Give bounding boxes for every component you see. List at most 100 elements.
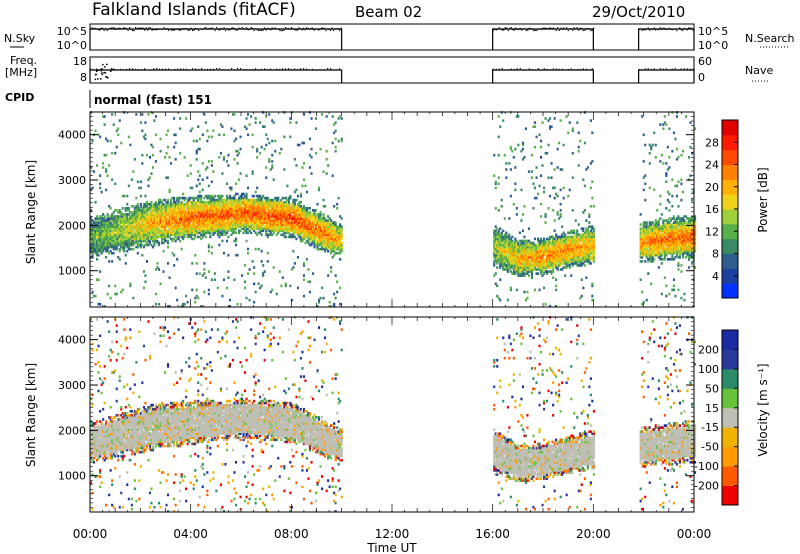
echo-cell <box>121 219 124 222</box>
echo-cell <box>117 256 120 259</box>
echo-cell <box>179 127 182 130</box>
echo-cell <box>556 264 559 267</box>
echo-cell <box>179 215 182 218</box>
echo-cell <box>549 253 552 257</box>
echo-cell <box>201 217 204 220</box>
echo-cell <box>565 249 568 253</box>
echo-cell <box>182 225 185 228</box>
echo-cell <box>526 253 529 257</box>
echo-cell <box>147 215 150 218</box>
echo-cell <box>540 237 543 241</box>
echo-cell <box>145 223 148 226</box>
echo-cell <box>530 251 533 255</box>
echo-cell <box>93 235 96 239</box>
echo-cell <box>191 221 194 224</box>
echo-cell <box>161 217 164 220</box>
echo-cell <box>561 251 564 255</box>
echo-cell <box>109 231 112 235</box>
echo-cell <box>200 221 203 224</box>
echo-cell <box>546 262 549 265</box>
echo-cell <box>283 221 286 224</box>
echo-cell <box>222 217 225 220</box>
echo-cell <box>130 243 133 247</box>
echo-cell <box>579 247 582 251</box>
echo-cell <box>91 231 94 235</box>
echo-cell <box>228 207 231 210</box>
echo-cell <box>121 237 124 241</box>
echo-cell <box>109 243 112 247</box>
echo-cell <box>158 243 161 247</box>
echo-cell <box>213 202 216 206</box>
echo-cell <box>111 219 114 222</box>
echo-cell <box>256 198 259 202</box>
echo-cell <box>150 237 153 241</box>
echo-cell <box>231 196 234 200</box>
echo-cell <box>167 231 170 235</box>
echo-cell <box>151 239 154 243</box>
echo-cell <box>573 258 576 261</box>
echo-cell <box>109 241 112 245</box>
echo-cell <box>164 225 167 228</box>
noise-dot <box>165 28 167 30</box>
echo-cell <box>225 202 228 206</box>
echo-cell <box>102 239 105 243</box>
echo-cell <box>538 249 541 253</box>
echo-cell <box>527 243 530 247</box>
echo-cell <box>533 247 536 251</box>
echo-cell <box>256 223 259 226</box>
echo-cell <box>124 229 127 233</box>
echo-cell <box>509 264 512 267</box>
echo-cell <box>530 274 533 277</box>
echo-cell <box>305 217 308 220</box>
echo-cell <box>231 231 234 235</box>
echo-cell <box>235 217 238 220</box>
echo-cell <box>195 211 198 214</box>
echo-cell <box>209 215 212 218</box>
echo-cell <box>272 219 275 222</box>
echo-cell <box>174 233 177 237</box>
echo-cell <box>115 243 118 247</box>
echo-cell <box>292 198 295 202</box>
noise-dot <box>540 28 542 30</box>
echo-cell <box>165 231 168 235</box>
echo-cell <box>103 219 106 222</box>
echo-cell <box>537 256 540 259</box>
echo-cell <box>100 227 103 230</box>
echo-cell <box>253 200 256 204</box>
echo-cell <box>299 192 302 196</box>
echo-cell <box>109 207 112 210</box>
echo-cell <box>521 268 524 271</box>
echo-cell <box>174 227 177 230</box>
echo-cell <box>558 247 561 251</box>
echo-cell <box>286 217 289 220</box>
noise-dot <box>90 28 92 30</box>
echo-cell <box>185 229 188 233</box>
echo-cell <box>227 200 230 204</box>
echo-cell <box>254 227 257 230</box>
noise-dot <box>222 28 224 30</box>
echo-cell <box>219 225 222 228</box>
echo-cell <box>530 256 533 259</box>
echo-cell <box>318 235 321 239</box>
echo-cell <box>265 211 268 214</box>
echo-cell <box>497 249 500 253</box>
noise-dot <box>142 27 144 29</box>
echo-cell <box>307 225 310 228</box>
echo-cell <box>327 215 330 218</box>
echo-cell <box>541 243 544 247</box>
echo-cell <box>129 215 132 218</box>
echo-cell <box>161 202 164 206</box>
echo-cell <box>209 198 212 202</box>
echo-cell <box>151 223 154 226</box>
echo-cell <box>213 198 216 202</box>
echo-cell <box>339 115 342 118</box>
echo-cell <box>91 247 94 251</box>
echo-cell <box>499 245 502 249</box>
echo-cell <box>130 233 133 237</box>
echo-cell <box>105 256 108 259</box>
echo-cell <box>239 223 242 226</box>
echo-cell <box>517 249 520 253</box>
echo-cell <box>576 249 579 253</box>
echo-cell <box>310 225 313 228</box>
echo-cell <box>132 225 135 228</box>
